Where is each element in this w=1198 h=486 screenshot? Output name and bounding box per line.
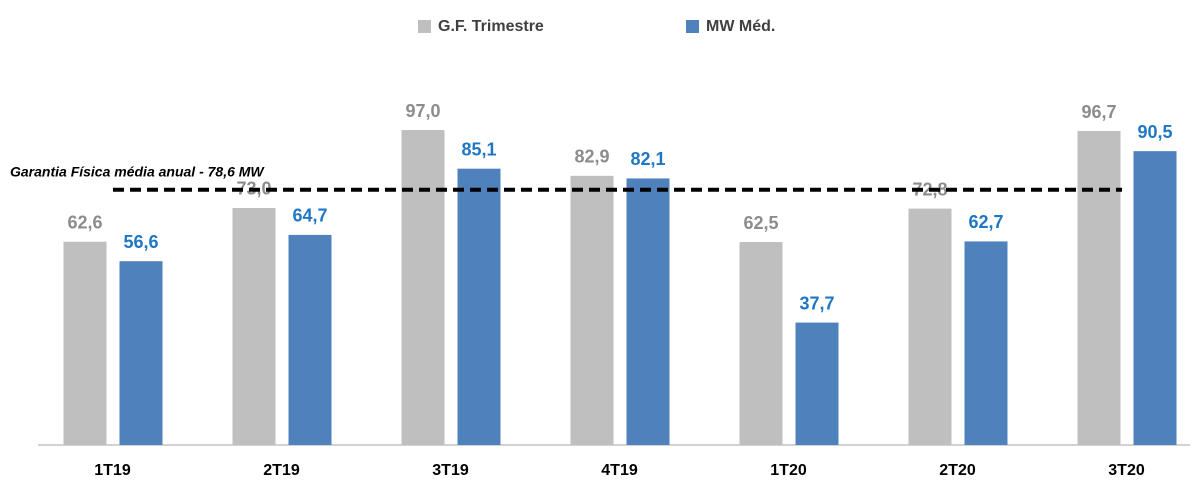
- bar: [401, 130, 445, 445]
- value-label: 82,9: [574, 147, 609, 167]
- bar: [1077, 131, 1121, 445]
- legend-label: MW Méd.: [706, 18, 775, 35]
- bar: [964, 241, 1008, 445]
- bar: [63, 241, 107, 445]
- legend-swatch: [418, 20, 431, 33]
- x-tick-label: 1T20: [770, 462, 807, 479]
- x-tick-label: 2T20: [939, 462, 976, 479]
- bar: [626, 178, 670, 445]
- value-label: 82,1: [630, 149, 665, 169]
- x-tick-label: 4T19: [601, 462, 638, 479]
- bar: [570, 175, 614, 445]
- legend-label: G.F. Trimestre: [438, 18, 544, 35]
- bar: [739, 242, 783, 445]
- x-tick-label: 1T19: [94, 462, 131, 479]
- value-label: 56,6: [123, 232, 158, 252]
- value-label: 97,0: [405, 101, 440, 121]
- value-label: 90,5: [1137, 122, 1172, 142]
- bar: [1133, 151, 1177, 446]
- value-label: 96,7: [1081, 102, 1116, 122]
- x-tick-label: 2T19: [263, 462, 300, 479]
- value-label: 64,7: [292, 206, 327, 226]
- x-tick-label: 3T19: [432, 462, 469, 479]
- bar: [457, 168, 501, 445]
- bar: [288, 234, 332, 445]
- value-label: 85,1: [461, 139, 496, 159]
- bar: [119, 261, 163, 445]
- value-label: 62,6: [67, 212, 102, 232]
- value-label: 62,5: [743, 213, 778, 233]
- value-label: 62,7: [968, 212, 1003, 232]
- bar: [908, 208, 952, 445]
- x-tick-label: 3T20: [1108, 462, 1145, 479]
- bar: [232, 207, 276, 445]
- reference-label: Garantia Física média anual - 78,6 MW: [10, 163, 265, 179]
- bar: [795, 322, 839, 445]
- value-label: 37,7: [799, 293, 834, 313]
- legend-swatch: [686, 20, 699, 33]
